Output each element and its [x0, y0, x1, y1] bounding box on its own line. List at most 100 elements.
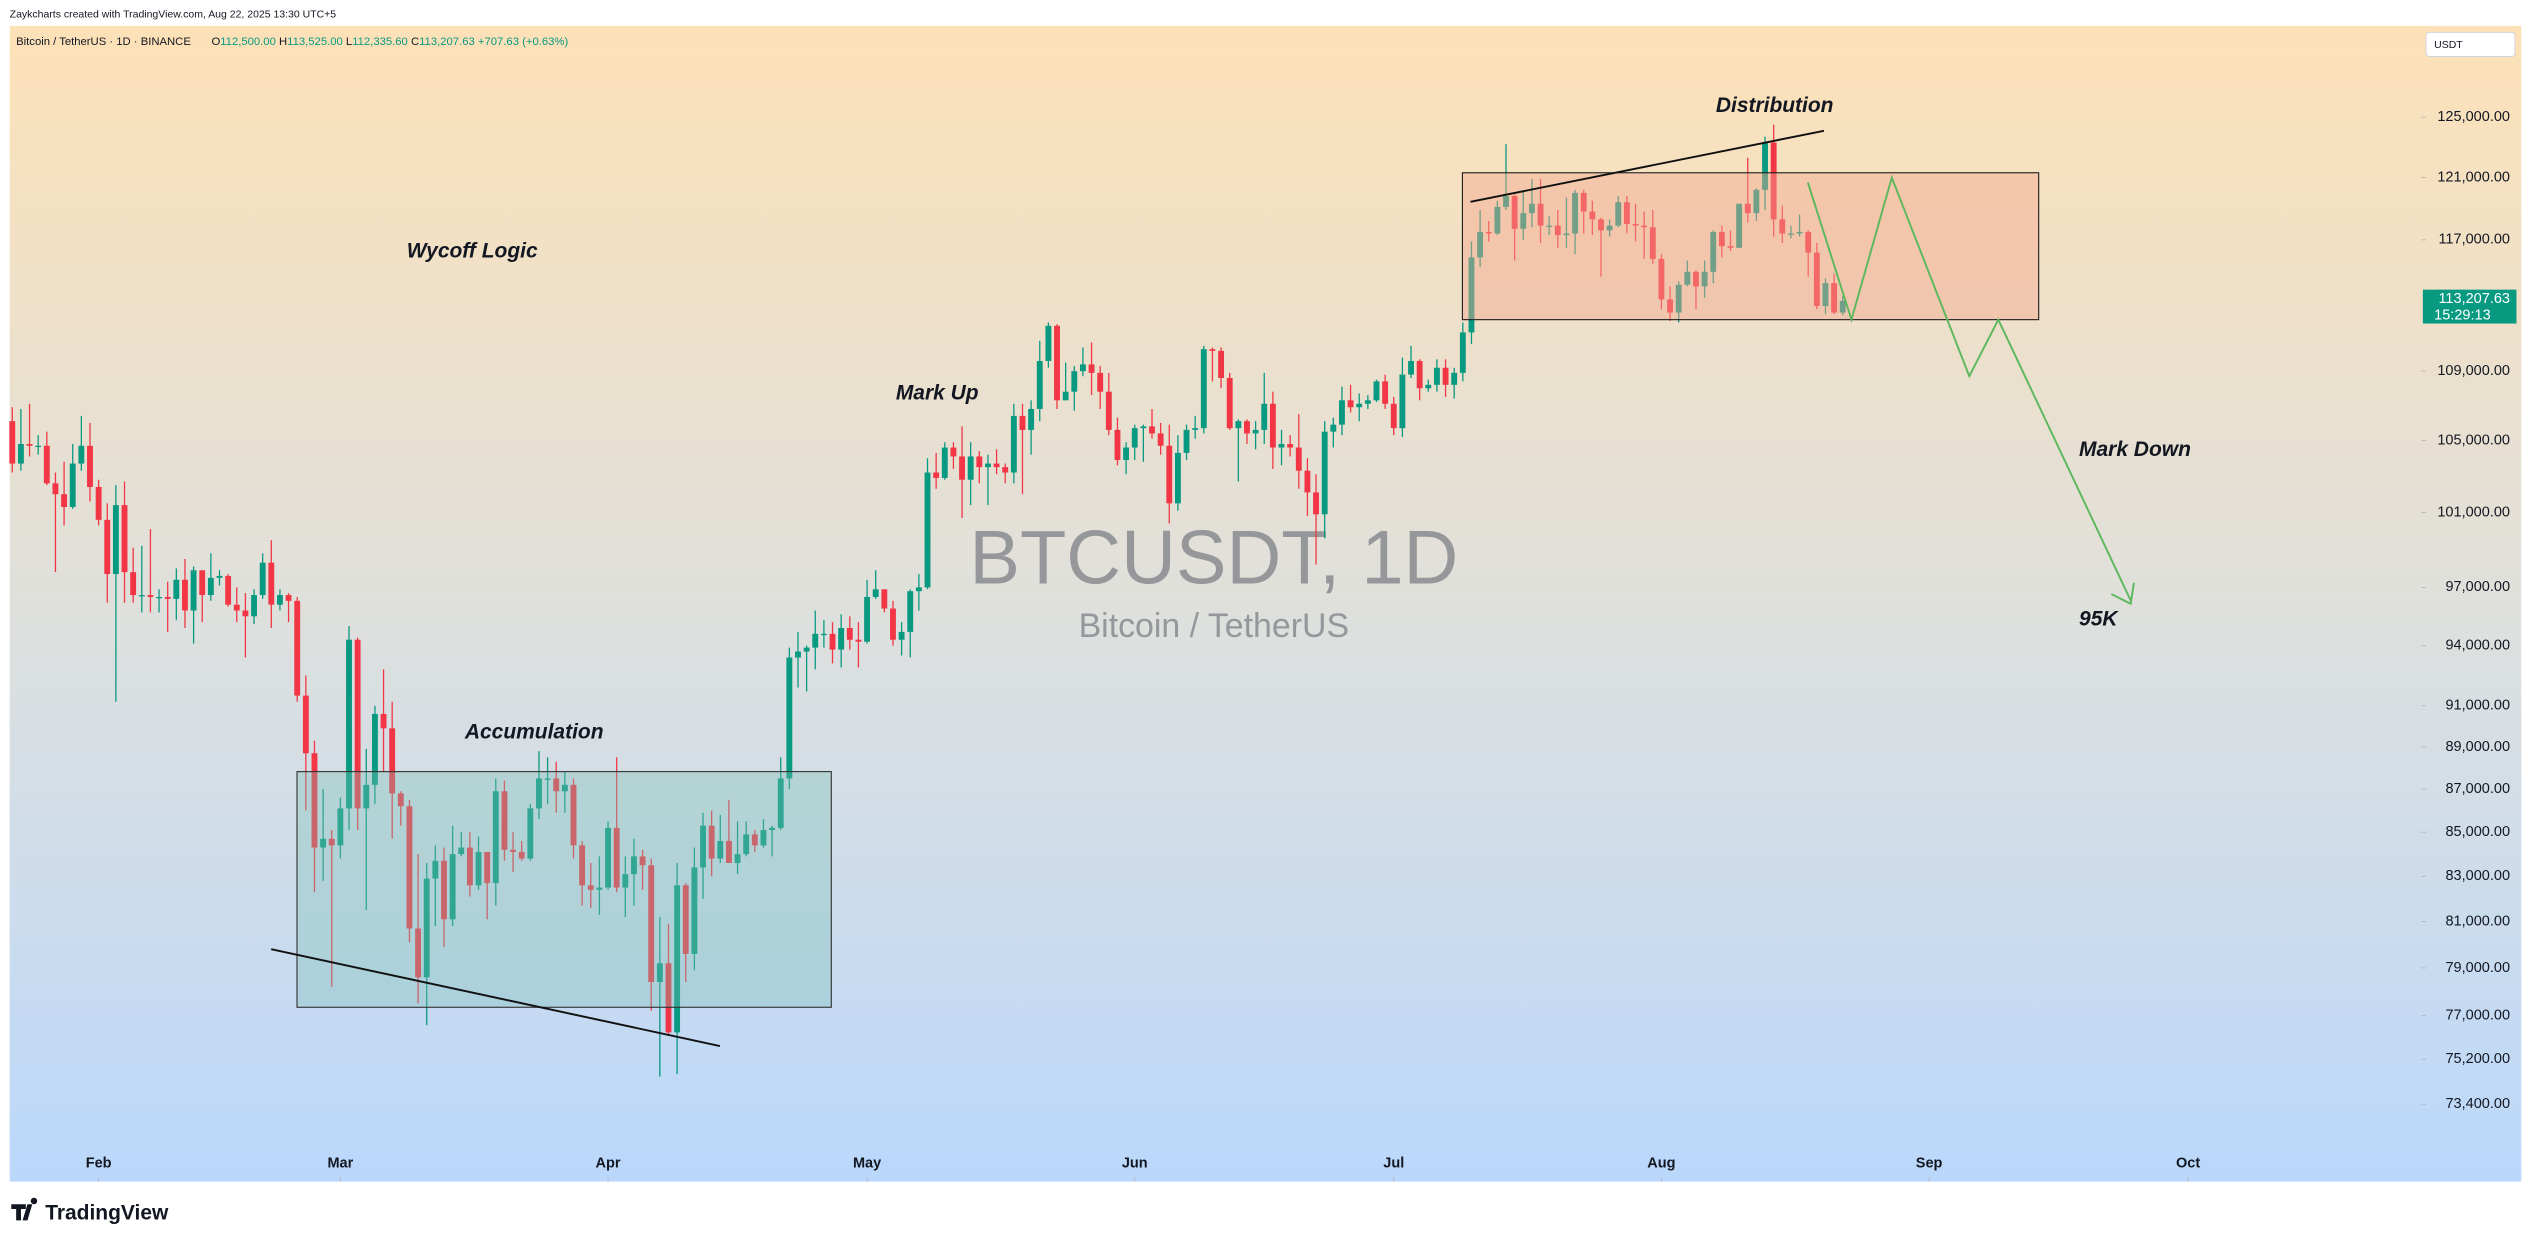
candle-body: [363, 784, 370, 809]
candle-body: [1649, 227, 1656, 259]
candle-body: [1468, 257, 1475, 333]
candle-body: [1658, 258, 1665, 300]
symbol: Bitcoin / TetherUS · 1D · BINANCE: [16, 36, 191, 48]
y-tick-label: 125,000.00: [2437, 109, 2510, 125]
candle-body: [449, 854, 456, 920]
candle-body: [389, 728, 396, 794]
annotation: Accumulation: [464, 720, 604, 743]
candle-body: [829, 633, 836, 650]
candle-body: [1736, 203, 1743, 248]
candle-body: [1459, 332, 1466, 373]
candle-body: [1572, 192, 1579, 234]
candle-body: [17, 444, 24, 464]
candle-body: [1675, 284, 1682, 313]
candle-body: [527, 808, 534, 859]
chart-background: [9, 25, 2522, 1182]
candle-body: [285, 595, 292, 601]
candle-body: [959, 456, 965, 480]
candle-body: [596, 887, 603, 890]
candle-body: [933, 472, 940, 478]
y-tick-label: 89,000.00: [2445, 739, 2510, 755]
candle-body: [898, 631, 905, 640]
candle-body: [1088, 364, 1095, 373]
candle-body: [1684, 271, 1691, 285]
candle-body: [570, 784, 577, 846]
candle-body: [1079, 364, 1086, 372]
candle-body: [173, 579, 180, 599]
candle-body: [691, 867, 698, 954]
candle-body: [199, 570, 206, 596]
candle-body: [976, 456, 983, 468]
watermark-subtitle: Bitcoin / TetherUS: [1079, 607, 1350, 645]
x-tick-label: May: [853, 1156, 881, 1172]
candle-body: [1753, 189, 1760, 214]
candle-body: [648, 865, 655, 983]
candle-body: [121, 505, 128, 573]
candle-body: [1287, 444, 1294, 448]
candle-body: [1416, 360, 1423, 389]
candle-body: [501, 791, 508, 850]
candle-body: [302, 695, 309, 754]
currency-box[interactable]: [2425, 31, 2516, 58]
y-tick-label: 83,000.00: [2445, 868, 2510, 884]
candle-body: [1511, 196, 1518, 229]
candle-body: [1261, 403, 1268, 430]
candle-body: [406, 806, 413, 929]
candle-body: [1010, 415, 1017, 473]
candle-body: [1235, 421, 1242, 429]
candle-body: [1433, 367, 1440, 385]
candle-body: [1520, 213, 1527, 229]
candle-body: [579, 845, 586, 886]
candle-body: [432, 860, 439, 879]
brand-logo: [11, 1197, 38, 1221]
candle-body: [233, 604, 240, 611]
candle-body: [1554, 225, 1561, 236]
legend-value: 112,335.60: [352, 36, 408, 48]
candle-body: [371, 713, 378, 785]
candle-body: [1425, 384, 1432, 389]
candle-body: [1295, 447, 1302, 471]
candle-body: [717, 840, 724, 859]
accumulation-box: [296, 771, 832, 1008]
candle-body: [967, 456, 974, 480]
candle-body: [820, 633, 827, 636]
candle-body: [631, 856, 637, 875]
candle-body: [1701, 271, 1708, 287]
candle-body: [242, 610, 249, 617]
candle-body: [1796, 231, 1803, 234]
candle-body: [225, 575, 232, 605]
candle-body: [397, 793, 404, 807]
candle-body: [130, 572, 137, 596]
candle-body: [1140, 426, 1147, 429]
candle-body: [1313, 492, 1319, 515]
candle-body: [890, 608, 896, 640]
candle-body: [1105, 391, 1112, 430]
y-tick-label: 105,000.00: [2437, 432, 2510, 448]
candle-body: [734, 854, 741, 864]
candle-body: [1192, 428, 1199, 430]
candle-body: [216, 575, 223, 578]
x-tick-label: Feb: [86, 1156, 112, 1172]
candle-body: [207, 577, 214, 596]
candle-body: [268, 562, 275, 605]
candle-body: [1399, 374, 1406, 429]
candle-body: [466, 847, 473, 886]
candle-body: [708, 825, 715, 859]
candle-body: [985, 463, 991, 468]
candle-body: [941, 447, 948, 478]
candle-body: [700, 825, 706, 868]
candle-body: [259, 562, 266, 596]
credit: Zaykcharts created with TradingView.com,…: [10, 9, 337, 20]
candle-body: [872, 589, 879, 597]
candle-body: [1062, 391, 1069, 401]
candle-body: [1330, 424, 1337, 432]
x-tick-label: Mar: [327, 1156, 353, 1172]
x-tick-label: Jul: [1383, 1156, 1404, 1172]
candle-body: [1149, 426, 1155, 434]
candle-body: [993, 463, 1000, 468]
candle-body: [346, 639, 352, 809]
candle-body: [52, 483, 59, 495]
y-tick-label: 73,400.00: [2445, 1096, 2510, 1112]
currency[interactable]: USDT: [2434, 40, 2463, 51]
candle-body: [147, 595, 154, 597]
